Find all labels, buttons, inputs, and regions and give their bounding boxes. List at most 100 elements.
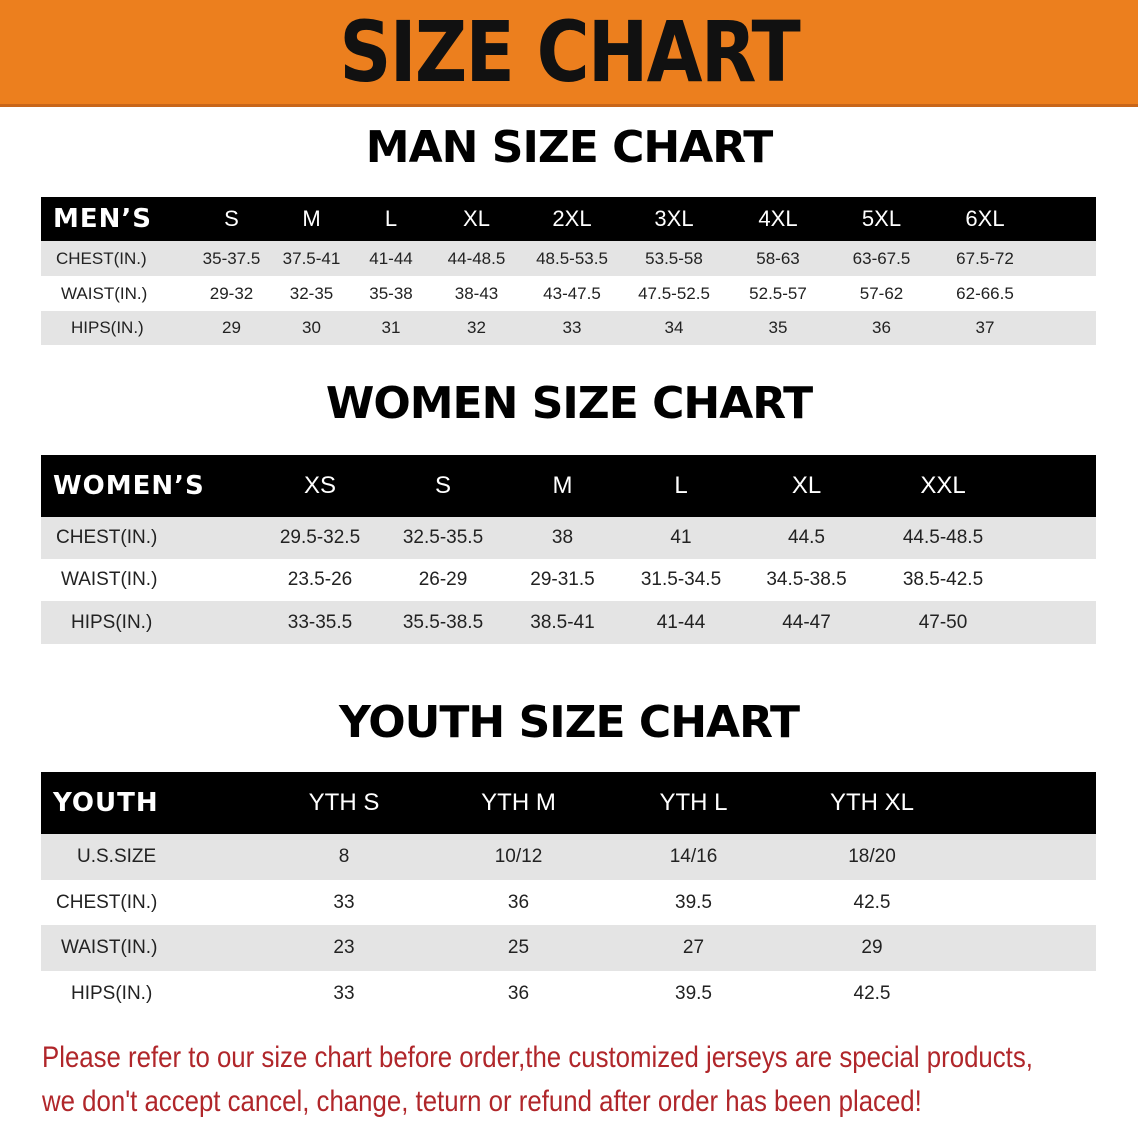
row-label: WAIST(IN.) <box>61 283 148 303</box>
measurement-cell: 29-31.5 <box>530 569 595 590</box>
measurement-cell: 39.5 <box>675 891 712 913</box>
row-label: CHEST(IN.) <box>56 891 158 913</box>
measurement-cell: 62-66.5 <box>956 283 1014 303</box>
measurement-cell: 32-35 <box>289 283 334 303</box>
measurement-cell: 36 <box>507 982 530 1004</box>
measurement-cell: 18/20 <box>848 846 896 867</box>
size-header-cell: M <box>552 472 573 499</box>
size-header-cell: 5XL <box>861 206 902 231</box>
measurement-cell: 48.5-53.5 <box>536 248 608 268</box>
order-policy-note: Please refer to our size chart before or… <box>42 1036 1033 1124</box>
youth-section-title: YOUTH SIZE CHART <box>338 697 800 748</box>
size-header-cell: YTH L <box>659 789 728 816</box>
size-header-cell: M <box>302 206 321 231</box>
men-section-title: MAN SIZE CHART <box>365 122 773 173</box>
row-label: CHEST(IN.) <box>56 527 158 548</box>
measurement-cell: 42.5 <box>853 891 891 913</box>
measurement-cell: 47.5-52.5 <box>638 283 710 303</box>
measurement-cell: 35-38 <box>369 283 413 303</box>
measurement-cell: 27 <box>682 937 705 958</box>
table-row: U.S.SIZE 8 10/12 14/16 18/20 <box>41 834 1096 880</box>
table-title-cell: WOMEN’S <box>53 471 205 501</box>
size-header-cell: XL <box>463 206 490 231</box>
row-label: U.S.SIZE <box>77 846 157 867</box>
measurement-cell: 33 <box>562 318 582 337</box>
row-label: WAIST(IN.) <box>61 569 158 590</box>
measurement-cell: 38.5-41 <box>530 611 595 633</box>
table-row: HIPS(IN.) 33-35.5 35.5-38.5 38.5-41 41-44 44-… <box>41 601 1096 644</box>
measurement-cell: 14/16 <box>669 846 718 867</box>
measurement-cell: 36 <box>872 318 891 337</box>
women-size-table: WOMEN’S XS S M L XL XXL CHEST(IN.) 29.5-32.5 32.5… <box>41 455 1096 644</box>
size-chart-banner: SIZE CHART <box>0 0 1138 107</box>
measurement-cell: 29-32 <box>209 283 254 303</box>
measurement-cell: 35-37.5 <box>202 248 261 268</box>
size-header-cell: S <box>434 472 451 499</box>
measurement-cell: 25 <box>507 937 530 958</box>
row-label: HIPS(IN.) <box>71 611 153 633</box>
table-row: WAIST(IN.) 23 25 27 29 <box>41 925 1096 971</box>
measurement-cell: 43-47.5 <box>543 283 601 303</box>
size-header-cell: S <box>224 206 239 231</box>
measurement-cell: 34.5-38.5 <box>766 569 847 590</box>
table-row: CHEST(IN.) 29.5-32.5 32.5-35.5 38 41 44.5 44.5… <box>41 517 1096 559</box>
measurement-cell: 39.5 <box>675 982 712 1004</box>
measurement-cell: 67.5-72 <box>956 248 1014 268</box>
measurement-cell: 44-48.5 <box>447 248 506 268</box>
measurement-cell: 31 <box>381 318 401 337</box>
size-header-cell: YTH XL <box>829 789 915 816</box>
measurement-cell: 29.5-32.5 <box>279 527 361 548</box>
measurement-cell: 35 <box>768 318 788 337</box>
size-header-cell: 3XL <box>654 206 694 231</box>
measurement-cell: 38-43 <box>454 283 499 303</box>
measurement-cell: 52.5-57 <box>749 283 807 303</box>
youth-size-table: YOUTH YTH S YTH M YTH L YTH XL U.S.SIZE 8 10/12… <box>41 772 1096 1016</box>
women-section-title: WOMEN SIZE CHART <box>325 378 813 429</box>
row-label: WAIST(IN.) <box>61 937 158 958</box>
measurement-cell: 34 <box>664 318 684 337</box>
measurement-cell: 63-67.5 <box>852 248 911 268</box>
table-row: CHEST(IN.) 33 36 39.5 42.5 <box>41 880 1096 925</box>
size-header-cell: 6XL <box>965 206 1005 231</box>
measurement-cell: 33 <box>333 982 355 1004</box>
measurement-cell: 38.5-42.5 <box>902 569 984 590</box>
measurement-cell: 31.5-34.5 <box>640 569 722 590</box>
note-line-1: Please refer to our size chart before or… <box>42 1041 1033 1074</box>
measurement-cell: 38 <box>551 527 574 548</box>
measurement-cell: 32.5-35.5 <box>402 527 484 548</box>
banner-title: SIZE CHART <box>339 3 800 101</box>
table-row: CHEST(IN.) 35-37.5 37.5-41 41-44 44-48.5 48.5… <box>41 241 1096 276</box>
measurement-cell: 33-35.5 <box>287 611 353 633</box>
table-row: WAIST(IN.) 23.5-26 26-29 29-31.5 31.5-34.5 34… <box>41 559 1096 601</box>
measurement-cell: 42.5 <box>853 982 891 1004</box>
size-header-cell: YTH M <box>481 789 556 816</box>
measurement-cell: 30 <box>302 318 321 337</box>
measurement-cell: 41-44 <box>656 611 706 633</box>
measurement-cell: 36 <box>507 891 530 913</box>
size-header-cell: YTH S <box>308 789 380 816</box>
table-header-row: WOMEN’S XS S M L XL XXL <box>41 455 1096 517</box>
measurement-cell: 47-50 <box>918 611 968 633</box>
measurement-cell: 57-62 <box>859 283 904 303</box>
size-header-cell: L <box>674 472 688 499</box>
measurement-cell: 26-29 <box>418 569 468 590</box>
note-line-2: we don't accept cancel, change, teturn o… <box>42 1085 922 1118</box>
measurement-cell: 23 <box>333 937 355 958</box>
measurement-cell: 35.5-38.5 <box>402 611 484 633</box>
measurement-cell: 41-44 <box>369 248 413 268</box>
size-header-cell: 2XL <box>552 206 592 231</box>
size-header-cell: XS <box>303 472 336 499</box>
measurement-cell: 44.5-48.5 <box>902 527 984 548</box>
row-label: CHEST(IN.) <box>56 248 147 268</box>
measurement-cell: 44.5 <box>788 527 825 548</box>
row-label: HIPS(IN.) <box>71 318 144 337</box>
size-header-cell: XL <box>791 472 822 499</box>
measurement-cell: 8 <box>338 846 350 867</box>
measurement-cell: 37.5-41 <box>282 248 341 268</box>
measurement-cell: 41 <box>670 527 692 548</box>
measurement-cell: 58-63 <box>756 248 800 268</box>
measurement-cell: 53.5-58 <box>645 248 703 268</box>
measurement-cell: 44-47 <box>782 611 831 633</box>
table-header-row: MEN’S S M L XL 2XL 3XL 4XL 5XL 6XL <box>41 197 1096 241</box>
size-header-cell: L <box>384 206 398 231</box>
